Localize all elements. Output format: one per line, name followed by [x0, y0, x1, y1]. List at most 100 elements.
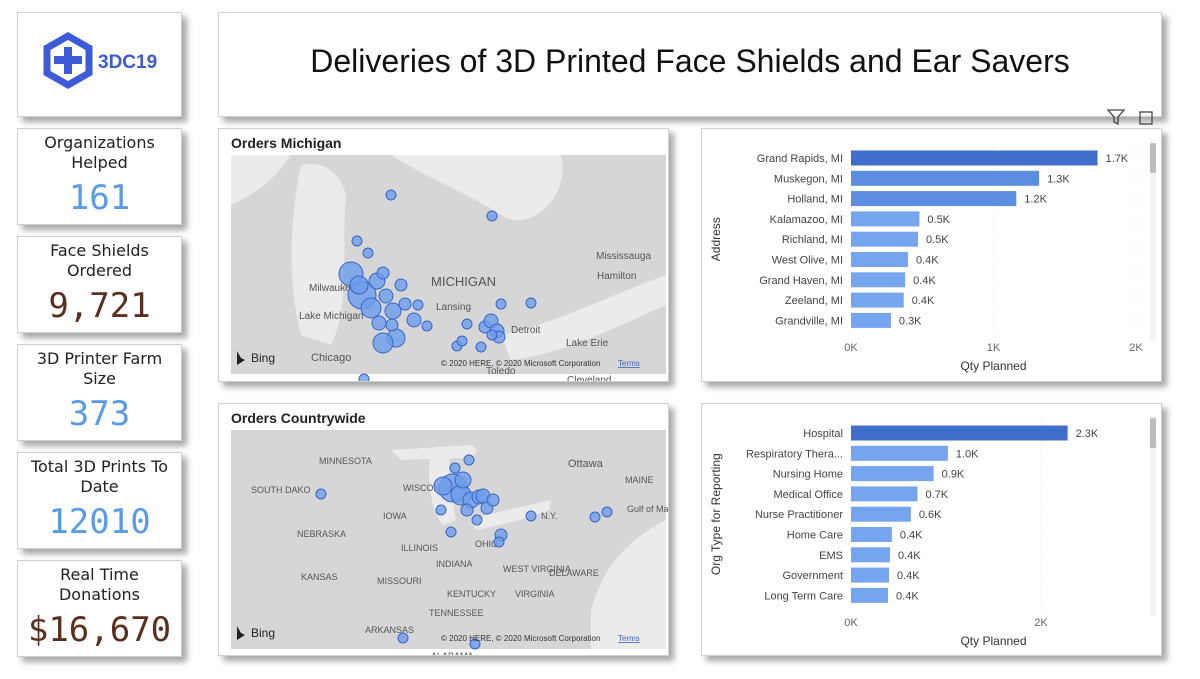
order-location — [471, 514, 483, 526]
bar-chart: 0K 1K 2K Grand Rapids, MI 1.7K Muskegon, MI 1.… — [709, 141, 1156, 373]
map-card: Orders Countrywide MINNESOTA WISCONSIN SOUT… — [218, 403, 681, 672]
bar — [851, 272, 906, 288]
lake — [391, 155, 563, 221]
y-tick-label: Medical Office — [774, 489, 844, 501]
bar — [851, 150, 1098, 166]
map-label: WEST VIRGINIA — [503, 564, 571, 574]
bar — [851, 312, 891, 328]
kpi-card: Real Time Donations $16,670 — [17, 560, 182, 657]
order-location — [486, 493, 500, 507]
order-location — [456, 335, 468, 347]
y-tick-label: Home Care — [787, 530, 843, 542]
map: Orders Countrywide MINNESOTA WISCONSIN SOUT… — [231, 410, 681, 672]
map-title: Orders Michigan — [231, 135, 341, 151]
order-location — [360, 297, 382, 319]
kpi-card: Face Shields Ordered 9,721 — [17, 236, 182, 333]
lake — [391, 445, 477, 460]
order-location — [358, 373, 370, 385]
bar — [851, 425, 1068, 441]
data-label: 1.7K — [1106, 153, 1129, 165]
map-label: ARKANSAS — [365, 625, 414, 635]
bar — [851, 252, 908, 267]
order-location — [495, 298, 507, 310]
y-tick-label: Kalamazoo, MI — [770, 214, 843, 226]
map: Orders Michigan MICHIGAN Milwaukee Lake Mic… — [231, 135, 666, 401]
focus-icon[interactable] — [1139, 111, 1153, 125]
data-label: 0.9K — [942, 469, 965, 481]
map-label: MINNESOTA — [319, 456, 372, 466]
map-label: WISCONSIN — [403, 483, 455, 493]
data-label: 0.3K — [899, 315, 922, 327]
lake — [291, 164, 346, 345]
map-label: Mississauga — [596, 251, 651, 262]
order-location — [486, 329, 498, 341]
kpi-card: Total 3D Prints To Date 12010 — [17, 452, 182, 549]
y-tick-label: Nurse Practitioner — [755, 509, 843, 521]
order-location — [461, 318, 473, 330]
bar — [851, 191, 1017, 207]
y-tick-label: Holland, MI — [787, 194, 843, 206]
y-axis-title: Org Type for Reporting — [709, 453, 723, 575]
bar — [851, 527, 892, 542]
y-tick-label: West Olive, MI — [772, 255, 843, 267]
kpi-label: Real Time Donations — [58, 565, 141, 604]
scrollbar-track — [1150, 141, 1156, 341]
bar — [851, 486, 918, 502]
bing-logo — [237, 626, 245, 640]
map-label: Ottawa — [568, 458, 604, 470]
map-label: Milwaukee — [309, 283, 357, 294]
order-location — [362, 247, 374, 259]
x-tick-label: 0K — [844, 342, 858, 354]
map-label: Hamilton — [597, 271, 636, 282]
order-location — [384, 302, 402, 320]
map-label: Cleveland — [567, 375, 611, 381]
order-location — [454, 471, 472, 489]
bar — [851, 466, 934, 482]
map-label: KANSAS — [301, 572, 338, 582]
map-label: MICHIGAN — [431, 274, 496, 289]
data-label: 0.4K — [913, 275, 936, 287]
map-card: Orders Michigan MICHIGAN Milwaukee Lake Mic… — [218, 128, 669, 401]
kpi-value: $16,670 — [27, 610, 172, 650]
bar — [851, 567, 889, 583]
kpi-value: 161 — [68, 178, 131, 218]
scrollbar-track — [1150, 416, 1156, 616]
map-label: VIRGINIA — [515, 589, 555, 599]
order-location — [421, 320, 433, 332]
order-location — [433, 476, 453, 496]
map-label: N.Y. — [541, 511, 557, 521]
order-location — [378, 288, 394, 304]
kpi-value: 373 — [68, 394, 131, 434]
x-axis-title: Qty Planned — [960, 634, 1026, 648]
y-tick-label: Respiratory Thera... — [746, 448, 843, 460]
map-label: Toledo — [486, 366, 516, 377]
y-tick-label: Long Term Care — [764, 590, 843, 602]
map-terms: Terms — [618, 634, 640, 643]
map-title: Orders Countrywide — [231, 410, 366, 426]
map-area: MICHIGAN Milwaukee Lake Michigan Lansing Det… — [231, 155, 666, 401]
map-label: MISSOURI — [377, 576, 422, 586]
bar-chart: 0K 2K Hospital 2.3K Respiratory Thera... 1.0K… — [709, 416, 1156, 648]
map-label: DELAWARE — [549, 568, 599, 578]
kpi-label: Face Shields Ordered — [50, 241, 149, 280]
map-label: Detroit — [511, 325, 541, 336]
y-tick-label: Hospital — [803, 428, 843, 440]
order-location — [486, 210, 498, 222]
filter-icon[interactable] — [1106, 109, 1126, 126]
map-label: MAINE — [625, 475, 654, 485]
bing-logo — [237, 351, 245, 365]
scrollbar-thumb — [1150, 418, 1156, 448]
data-label: 0.7K — [926, 489, 949, 501]
map-provider: Bing — [251, 351, 275, 365]
map-label: KENTUCKY — [447, 589, 496, 599]
ocean — [591, 520, 666, 649]
map-label: Gulf of Maine — [627, 504, 668, 514]
y-tick-label: Grand Haven, MI — [759, 275, 843, 287]
bar — [851, 547, 890, 563]
dashboard-title: Deliveries of 3D Printed Face Shields an… — [310, 43, 1070, 79]
chart-card: 0K 2K Hospital 2.3K Respiratory Thera... 1.0K… — [701, 403, 1162, 656]
kpi-card: Organizations Helped 161 — [17, 128, 182, 225]
map-label: TENNESSEE — [429, 608, 484, 618]
map-label: Lansing — [436, 302, 471, 313]
